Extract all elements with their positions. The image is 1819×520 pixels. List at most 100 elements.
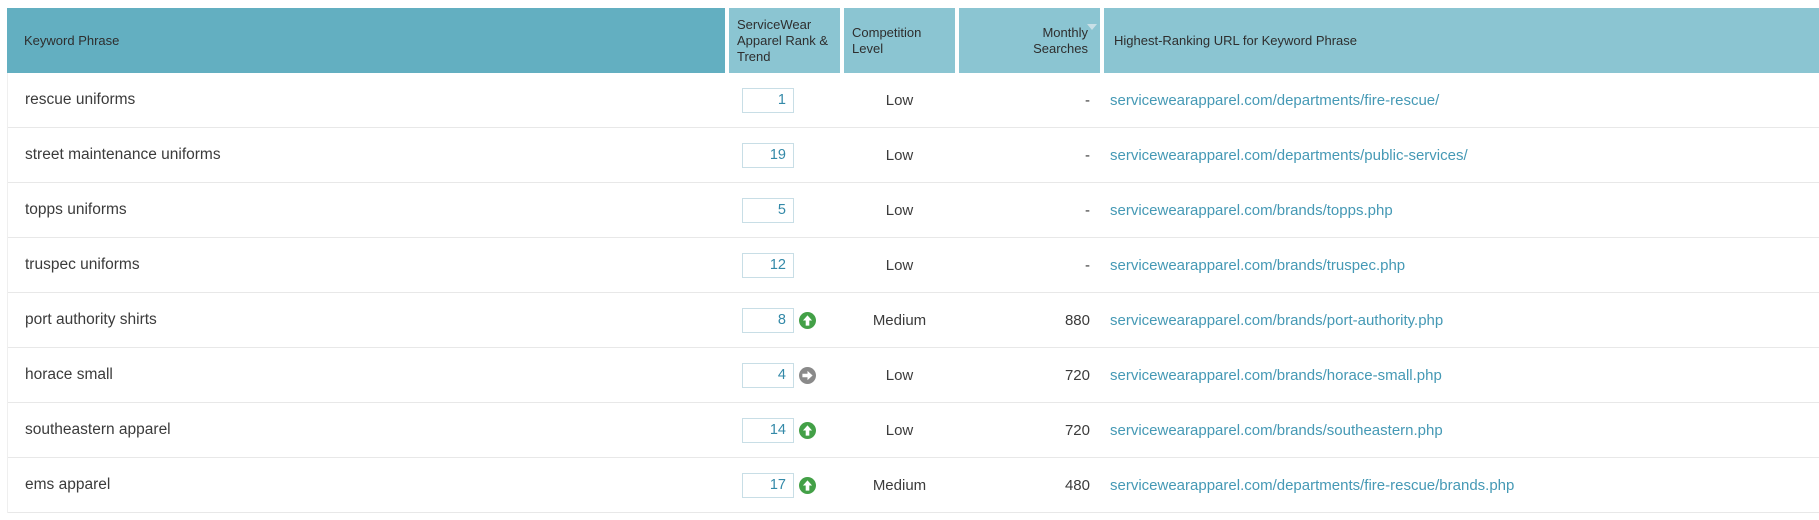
keyword-phrase-text: southeastern apparel — [25, 421, 171, 438]
competition-level-text: Low — [885, 91, 914, 109]
trend-icon-slot — [799, 92, 816, 109]
column-header-rank-trend[interactable]: ServiceWear Apparel Rank & Trend — [729, 8, 840, 73]
competition-level-text: Low — [885, 421, 914, 439]
table-row: topps uniforms 5 Low - servicewearappare… — [8, 183, 1819, 238]
keyword-phrase-cell: truspec uniforms — [8, 238, 729, 292]
rank-trend-cell: 8 — [729, 293, 840, 347]
monthly-searches-cell: - — [959, 238, 1100, 292]
keyword-phrase-cell: port authority shirts — [8, 293, 729, 347]
trend-icon-slot — [799, 476, 816, 494]
keyword-phrase-cell: horace small — [8, 348, 729, 402]
trend-icon-slot — [799, 202, 816, 219]
rank-trend-cell: 19 — [729, 128, 840, 182]
rank-value-box: 8 — [742, 307, 794, 333]
rank-value-box: 14 — [742, 417, 794, 443]
url-cell: servicewearapparel.com/brands/southeaste… — [1100, 403, 1819, 457]
keyword-phrase-text: ems apparel — [25, 476, 111, 493]
keyword-phrase-cell: street maintenance uniforms — [8, 128, 729, 182]
competition-level-cell: Low — [840, 128, 959, 182]
keyword-ranking-table: Keyword Phrase ServiceWear Apparel Rank … — [7, 8, 1819, 513]
competition-level-cell: Low — [840, 238, 959, 292]
keyword-phrase-cell: ems apparel — [8, 458, 729, 512]
keyword-phrase-cell: rescue uniforms — [8, 73, 729, 127]
keyword-url-link[interactable]: servicewearapparel.com/departments/fire-… — [1110, 91, 1440, 109]
table-row: port authority shirts 8 Medium 880 servi… — [8, 293, 1819, 348]
url-cell: servicewearapparel.com/departments/fire-… — [1100, 458, 1819, 512]
table-header-row: Keyword Phrase ServiceWear Apparel Rank … — [7, 8, 1819, 73]
column-header-monthly-searches[interactable]: Monthly Searches — [959, 8, 1100, 73]
competition-level-text: Medium — [872, 311, 927, 329]
rank-value: 12 — [769, 257, 786, 273]
rank-value-box: 1 — [742, 87, 794, 113]
table-row: rescue uniforms 1 Low - servicewearappar… — [8, 73, 1819, 128]
rank-trend-cell: 4 — [729, 348, 840, 402]
competition-level-cell: Low — [840, 348, 959, 402]
trend-icon-slot — [799, 366, 816, 384]
url-cell: servicewearapparel.com/departments/fire-… — [1100, 73, 1819, 127]
monthly-searches-value: 880 — [1064, 311, 1090, 329]
column-header-highest-ranking-url[interactable]: Highest-Ranking URL for Keyword Phrase — [1104, 8, 1819, 73]
monthly-searches-cell: - — [959, 183, 1100, 237]
rank-value: 1 — [777, 92, 786, 108]
keyword-url-link[interactable]: servicewearapparel.com/departments/fire-… — [1110, 476, 1515, 494]
rank-trend-cell: 5 — [729, 183, 840, 237]
monthly-searches-value: 480 — [1064, 476, 1090, 494]
column-header-competition-level[interactable]: Competition Level — [844, 8, 955, 73]
competition-level-cell: Medium — [840, 458, 959, 512]
keyword-url-link[interactable]: servicewearapparel.com/brands/horace-sma… — [1110, 366, 1442, 384]
monthly-searches-cell: - — [959, 73, 1100, 127]
rank-value: 19 — [769, 147, 786, 163]
keyword-url-link[interactable]: servicewearapparel.com/brands/port-autho… — [1110, 311, 1444, 329]
trend-up-icon — [799, 421, 816, 439]
url-cell: servicewearapparel.com/departments/publi… — [1100, 128, 1819, 182]
monthly-searches-value: - — [1085, 146, 1090, 164]
trend-steady-icon — [799, 366, 816, 384]
rank-value-box: 19 — [742, 142, 794, 168]
column-header-keyword-phrase[interactable]: Keyword Phrase — [7, 8, 725, 73]
keyword-url-link[interactable]: servicewearapparel.com/brands/truspec.ph… — [1110, 256, 1406, 274]
monthly-searches-cell: 720 — [959, 348, 1100, 402]
competition-level-cell: Medium — [840, 293, 959, 347]
keyword-url-link[interactable]: servicewearapparel.com/departments/publi… — [1110, 146, 1468, 164]
rank-value: 8 — [777, 312, 786, 328]
keyword-phrase-text: port authority shirts — [25, 311, 157, 328]
table-row: ems apparel 17 Medium 480 servicewearapp… — [8, 458, 1819, 513]
table-row: truspec uniforms 12 Low - servicewearapp… — [8, 238, 1819, 293]
monthly-searches-cell: 480 — [959, 458, 1100, 512]
monthly-searches-value: 720 — [1064, 366, 1090, 384]
rank-trend-cell: 17 — [729, 458, 840, 512]
keyword-url-link[interactable]: servicewearapparel.com/brands/southeaste… — [1110, 421, 1443, 439]
url-cell: servicewearapparel.com/brands/topps.php — [1100, 183, 1819, 237]
keyword-url-link[interactable]: servicewearapparel.com/brands/topps.php — [1110, 201, 1393, 219]
column-header-label: Competition Level — [852, 24, 922, 56]
monthly-searches-value: - — [1085, 256, 1090, 274]
table-body: rescue uniforms 1 Low - servicewearappar… — [7, 73, 1819, 513]
trend-icon-slot — [799, 421, 816, 439]
competition-level-cell: Low — [840, 73, 959, 127]
column-header-label: Monthly Searches — [1033, 24, 1088, 56]
table-row: southeastern apparel 14 Low 720 servicew… — [8, 403, 1819, 458]
monthly-searches-value: 720 — [1064, 421, 1090, 439]
competition-level-text: Low — [885, 146, 914, 164]
rank-value-box: 17 — [742, 472, 794, 498]
rank-trend-cell: 1 — [729, 73, 840, 127]
table-row: street maintenance uniforms 19 Low - ser… — [8, 128, 1819, 183]
rank-value-box: 4 — [742, 362, 794, 388]
keyword-phrase-text: street maintenance uniforms — [25, 146, 221, 163]
rank-value-box: 12 — [742, 252, 794, 278]
table-row: horace small 4 Low 720 servicewearappare… — [8, 348, 1819, 403]
rank-value: 5 — [777, 202, 786, 218]
column-header-label: ServiceWear Apparel Rank & Trend — [737, 16, 829, 64]
competition-level-cell: Low — [840, 183, 959, 237]
monthly-searches-value: - — [1085, 201, 1090, 219]
monthly-searches-value: - — [1085, 91, 1090, 109]
sort-descending-icon — [1087, 24, 1097, 30]
monthly-searches-cell: 720 — [959, 403, 1100, 457]
url-cell: servicewearapparel.com/brands/truspec.ph… — [1100, 238, 1819, 292]
url-cell: servicewearapparel.com/brands/port-autho… — [1100, 293, 1819, 347]
monthly-searches-cell: - — [959, 128, 1100, 182]
rank-value: 4 — [777, 367, 786, 383]
trend-icon-slot — [799, 311, 816, 329]
keyword-phrase-text: topps uniforms — [25, 201, 127, 218]
competition-level-cell: Low — [840, 403, 959, 457]
